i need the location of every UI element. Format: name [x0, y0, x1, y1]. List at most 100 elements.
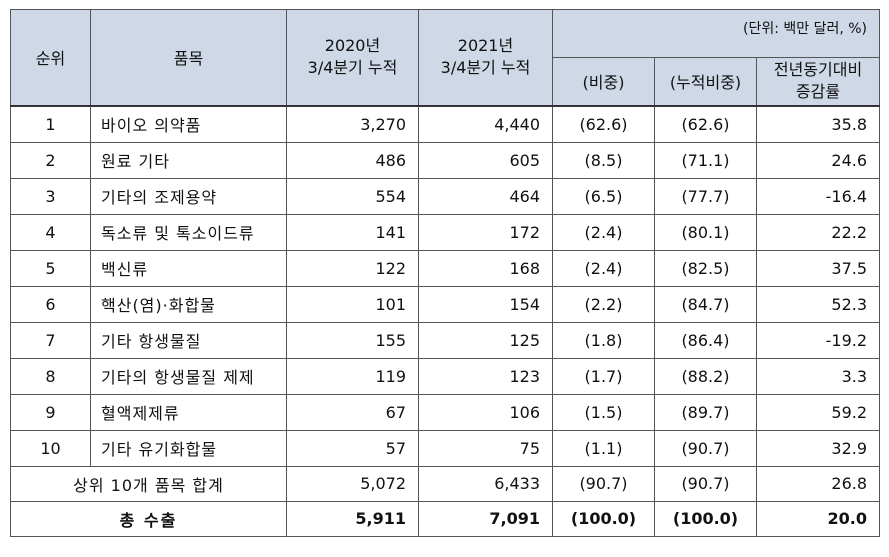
header-yoy-line1: 전년동기대비 — [773, 60, 863, 80]
table-row: 6 핵산(염)·화합물 101 154 (2.2) (84.7) 52.3 — [10, 285, 881, 323]
cell-cum-share: (88.2) — [654, 357, 757, 395]
total-row: 총 수출 5,911 7,091 (100.0) (100.0) 20.0 — [10, 500, 881, 537]
cell-2021: 75 — [418, 429, 553, 467]
header-2021-line1: 2021년 — [457, 36, 514, 56]
subtotal-cum: (90.7) — [654, 465, 757, 502]
table-row: 2 원료 기타 486 605 (8.5) (71.1) 24.6 — [10, 141, 881, 179]
cell-share: (2.4) — [552, 249, 655, 287]
cell-share: (2.4) — [552, 213, 655, 251]
cell-item: 백신류 — [90, 249, 287, 287]
cell-yoy: 59.2 — [755, 393, 881, 431]
cell-share: (6.5) — [552, 177, 655, 215]
cell-rank: 8 — [10, 357, 91, 395]
header-2020-line2: 3/4분기 누적 — [307, 58, 398, 78]
cell-2020: 119 — [286, 357, 419, 395]
total-2021: 7,091 — [418, 500, 553, 537]
subtotal-yoy: 26.8 — [755, 465, 881, 502]
cell-cum-share: (90.7) — [654, 429, 757, 467]
cell-yoy: 22.2 — [755, 213, 881, 251]
table-row: 3 기타의 조제용약 554 464 (6.5) (77.7) -16.4 — [10, 177, 881, 215]
table-row: 10 기타 유기화합물 57 75 (1.1) (90.7) 32.9 — [10, 429, 881, 467]
total-label: 총 수출 — [10, 500, 287, 537]
unit-note: (단위: 백만 달러, %) — [551, 9, 881, 58]
cell-2020: 155 — [286, 321, 419, 359]
cell-2021: 106 — [418, 393, 553, 431]
cell-2021: 172 — [418, 213, 553, 251]
cell-share: (8.5) — [552, 141, 655, 179]
total-yoy: 20.0 — [755, 500, 881, 537]
cell-cum-share: (71.1) — [654, 141, 757, 179]
cell-yoy: 35.8 — [755, 105, 881, 143]
subtotal-2021: 6,433 — [418, 465, 553, 502]
export-table: 순위 품목 2020년 3/4분기 누적 2021년 3/4분기 누적 (단위:… — [10, 9, 881, 537]
cell-share: (1.8) — [552, 321, 655, 359]
header-yoy-line2: 증감률 — [795, 82, 841, 102]
cell-share: (1.5) — [552, 393, 655, 431]
cell-cum-share: (82.5) — [654, 249, 757, 287]
header-2020-line1: 2020년 — [324, 36, 381, 56]
cell-share: (62.6) — [552, 105, 655, 143]
cell-rank: 10 — [10, 429, 91, 467]
cell-2021: 123 — [418, 357, 553, 395]
cell-item: 혈액제제류 — [90, 393, 287, 431]
cell-yoy: 24.6 — [755, 141, 881, 179]
cell-cum-share: (84.7) — [654, 285, 757, 323]
subtotal-2020: 5,072 — [286, 465, 419, 502]
subtotal-row: 상위 10개 품목 합계 5,072 6,433 (90.7) (90.7) 2… — [10, 465, 881, 502]
cell-item: 기타의 항생물질 제제 — [90, 357, 287, 395]
cell-2020: 3,270 — [286, 105, 419, 143]
cell-rank: 5 — [10, 249, 91, 287]
header-2020: 2020년 3/4분기 누적 — [286, 9, 419, 107]
cell-2020: 122 — [286, 249, 419, 287]
cell-yoy: -16.4 — [755, 177, 881, 215]
cell-item: 기타의 조제용약 — [90, 177, 287, 215]
cell-cum-share: (80.1) — [654, 213, 757, 251]
cell-2021: 168 — [418, 249, 553, 287]
cell-2020: 554 — [286, 177, 419, 215]
cell-rank: 4 — [10, 213, 91, 251]
cell-2021: 605 — [418, 141, 553, 179]
cell-item: 원료 기타 — [90, 141, 287, 179]
cell-rank: 1 — [10, 105, 91, 143]
total-2020: 5,911 — [286, 500, 419, 537]
table-row: 7 기타 항생물질 155 125 (1.8) (86.4) -19.2 — [10, 321, 881, 359]
cell-rank: 2 — [10, 141, 91, 179]
cell-2021: 154 — [418, 285, 553, 323]
header-cum-share: (누적비중) — [654, 57, 757, 107]
table-row: 5 백신류 122 168 (2.4) (82.5) 37.5 — [10, 249, 881, 287]
cell-yoy: 3.3 — [755, 357, 881, 395]
total-share: (100.0) — [552, 500, 655, 537]
cell-rank: 6 — [10, 285, 91, 323]
header-2021-line2: 3/4분기 누적 — [440, 58, 531, 78]
cell-item: 독소류 및 톡소이드류 — [90, 213, 287, 251]
cell-share: (2.2) — [552, 285, 655, 323]
header-item: 품목 — [90, 9, 287, 107]
table-row: 1 바이오 의약품 3,270 4,440 (62.6) (62.6) 35.8 — [10, 105, 881, 143]
cell-2020: 57 — [286, 429, 419, 467]
cell-2021: 464 — [418, 177, 553, 215]
header-2021: 2021년 3/4분기 누적 — [418, 9, 553, 107]
header-yoy: 전년동기대비 증감률 — [755, 57, 881, 107]
cell-share: (1.7) — [552, 357, 655, 395]
cell-cum-share: (62.6) — [654, 105, 757, 143]
cell-item: 기타 유기화합물 — [90, 429, 287, 467]
cell-rank: 9 — [10, 393, 91, 431]
cell-yoy: 52.3 — [755, 285, 881, 323]
cell-2021: 125 — [418, 321, 553, 359]
cell-yoy: 32.9 — [755, 429, 881, 467]
cell-item: 바이오 의약품 — [90, 105, 287, 143]
cell-cum-share: (86.4) — [654, 321, 757, 359]
cell-cum-share: (89.7) — [654, 393, 757, 431]
cell-rank: 3 — [10, 177, 91, 215]
header-share: (비중) — [552, 57, 655, 107]
cell-yoy: -19.2 — [755, 321, 881, 359]
cell-share: (1.1) — [552, 429, 655, 467]
cell-2020: 67 — [286, 393, 419, 431]
table-row: 8 기타의 항생물질 제제 119 123 (1.7) (88.2) 3.3 — [10, 357, 881, 395]
cell-cum-share: (77.7) — [654, 177, 757, 215]
table-row: 9 혈액제제류 67 106 (1.5) (89.7) 59.2 — [10, 393, 881, 431]
cell-item: 기타 항생물질 — [90, 321, 287, 359]
table-row: 4 독소류 및 톡소이드류 141 172 (2.4) (80.1) 22.2 — [10, 213, 881, 251]
cell-item: 핵산(염)·화합물 — [90, 285, 287, 323]
cell-rank: 7 — [10, 321, 91, 359]
